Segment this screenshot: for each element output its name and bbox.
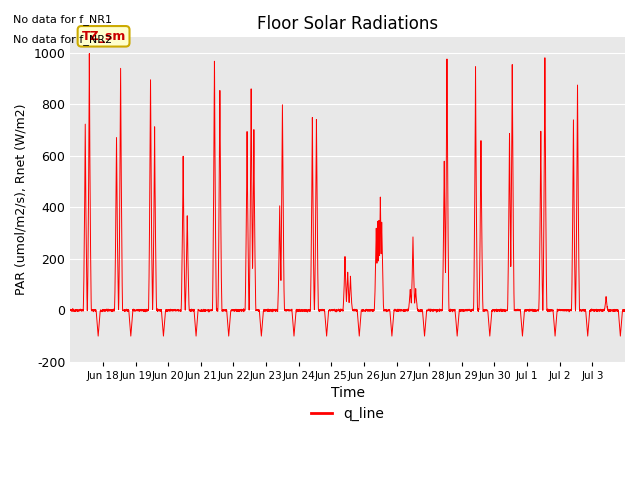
X-axis label: Time: Time [331,386,365,400]
Text: No data for f_NR2: No data for f_NR2 [13,34,112,45]
Legend: q_line: q_line [306,401,390,426]
Y-axis label: PAR (umol/m2/s), Rnet (W/m2): PAR (umol/m2/s), Rnet (W/m2) [15,104,28,295]
Title: Floor Solar Radiations: Floor Solar Radiations [257,15,438,33]
Text: TZ_sm: TZ_sm [81,30,126,43]
Text: No data for f_NR1: No data for f_NR1 [13,14,112,25]
